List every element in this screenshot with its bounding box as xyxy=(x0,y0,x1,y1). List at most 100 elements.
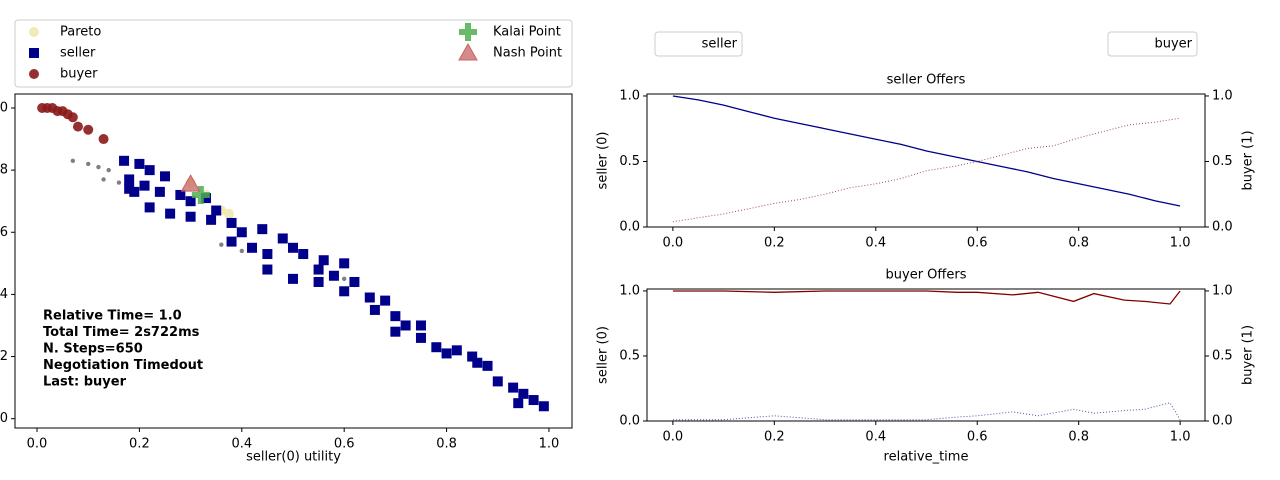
seller-marker xyxy=(119,155,130,166)
point xyxy=(67,112,78,123)
seller-marker xyxy=(415,332,426,343)
point xyxy=(42,102,53,113)
seller-marker xyxy=(390,326,401,337)
x-tick-label: 0.0 xyxy=(663,430,684,445)
axes-frame xyxy=(646,93,1206,228)
seller-marker xyxy=(390,311,401,322)
seller-marker xyxy=(313,276,324,287)
legend-label: buyer xyxy=(1154,37,1192,52)
seller-marker xyxy=(313,264,324,275)
seller-marker xyxy=(441,348,452,359)
seller-marker xyxy=(508,382,519,393)
seller-marker xyxy=(298,249,309,260)
seller-marker xyxy=(262,264,273,275)
nash-marker xyxy=(180,174,201,192)
seller-marker xyxy=(226,217,237,228)
seller-marker xyxy=(257,224,268,235)
annotation: Negotiation Timedout xyxy=(43,358,203,373)
offer-line xyxy=(672,95,1181,207)
y-tick-label: 0.0 xyxy=(619,414,640,429)
x-tick-label: 0.6 xyxy=(967,236,988,251)
seller-marker xyxy=(129,186,140,197)
x-tick-label: 0.4 xyxy=(865,236,886,251)
y-tick-label: 0.2 xyxy=(0,349,8,364)
seller-marker xyxy=(328,270,339,281)
y-tick-label: 0.5 xyxy=(619,348,640,363)
y-axis-label: seller (0) xyxy=(596,326,611,384)
x-tick-label: 1.0 xyxy=(1170,430,1191,445)
point xyxy=(116,180,122,185)
seller-marker xyxy=(139,180,150,191)
seller-marker xyxy=(175,189,186,200)
nash-marker xyxy=(458,42,478,61)
x-tick-label: 0.2 xyxy=(764,430,785,445)
x-axis-label: relative_time xyxy=(884,450,969,465)
y-tick-label: 1.0 xyxy=(619,88,640,103)
y-tick-label: 0.8 xyxy=(0,163,8,178)
point xyxy=(86,161,91,167)
kalai-marker xyxy=(459,23,477,41)
point xyxy=(106,167,111,173)
point xyxy=(96,164,101,170)
seller-marker xyxy=(277,233,288,244)
annotation: Last: buyer xyxy=(43,375,127,390)
point xyxy=(219,242,224,247)
x-tick-label: 0.0 xyxy=(27,437,48,452)
legend-box xyxy=(654,31,743,57)
x-tick-label: 0.4 xyxy=(865,430,886,445)
y-tick-label: 1.0 xyxy=(1212,283,1233,298)
seller-marker xyxy=(451,345,462,356)
legend-label: seller xyxy=(702,37,738,52)
seller-marker xyxy=(482,360,493,371)
chart-title: buyer Offers xyxy=(886,268,967,283)
point xyxy=(101,177,106,182)
seller-marker xyxy=(467,351,478,362)
seller-marker xyxy=(154,186,165,197)
seller-marker xyxy=(380,295,391,306)
seller-marker xyxy=(226,236,237,247)
point xyxy=(72,121,83,132)
x-tick-label: 0.4 xyxy=(231,437,252,452)
point xyxy=(98,134,109,145)
legend-label: buyer xyxy=(60,67,98,82)
x-tick-label: 1.0 xyxy=(539,437,560,452)
seller-marker xyxy=(185,196,196,207)
y-tick-label: 1.0 xyxy=(1212,88,1233,103)
y2-axis-label: buyer (1) xyxy=(1241,325,1256,385)
seller-marker xyxy=(144,165,155,176)
kalai-marker xyxy=(191,185,210,204)
seller-marker xyxy=(518,388,529,399)
annotation: Total Time= 2s722ms xyxy=(43,325,200,340)
seller-marker xyxy=(236,227,247,238)
legend-label: Pareto xyxy=(60,25,101,40)
x-tick-label: 0.0 xyxy=(663,236,684,251)
x-tick-label: 0.2 xyxy=(129,437,150,452)
seller-marker xyxy=(287,273,298,284)
seller-marker xyxy=(528,395,539,406)
legend-label: Nash Point xyxy=(493,46,562,61)
seller-marker xyxy=(513,398,524,409)
seller-marker xyxy=(538,401,549,412)
point xyxy=(52,106,63,117)
axes-frame xyxy=(646,288,1206,422)
seller-marker xyxy=(415,320,426,331)
legend-box xyxy=(14,19,573,88)
offer-line xyxy=(672,402,1181,421)
seller-marker xyxy=(339,258,350,269)
seller-marker xyxy=(492,376,503,387)
x-tick-label: 0.6 xyxy=(967,430,988,445)
seller-marker xyxy=(206,214,217,225)
chart-title: seller Offers xyxy=(887,73,966,88)
y-tick-label: 0.5 xyxy=(1212,348,1233,363)
seller-marker xyxy=(160,171,171,182)
y-tick-label: 0.0 xyxy=(0,411,8,426)
seller-marker xyxy=(369,304,380,315)
seller-marker xyxy=(124,174,135,185)
y-axis-label: seller (0) xyxy=(596,132,611,190)
point xyxy=(223,208,234,219)
x-tick-label: 0.2 xyxy=(764,236,785,251)
x-tick-label: 0.8 xyxy=(1068,430,1089,445)
point xyxy=(29,69,39,79)
legend-box xyxy=(1107,31,1198,57)
